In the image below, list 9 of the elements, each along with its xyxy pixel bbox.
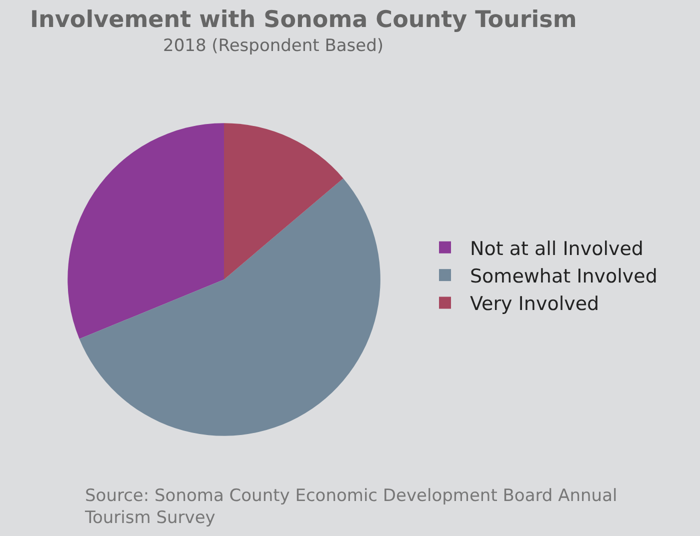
- legend-label: Not at all Involved: [470, 238, 644, 260]
- pie-slice: [79, 178, 380, 436]
- source-note: Source: Sonoma County Economic Development Board Annual Tourism Survey: [84, 486, 618, 528]
- pie-slice: [224, 123, 344, 280]
- pie-slice: [68, 123, 224, 339]
- chart-subtitle: 2018 (Respondent Based): [163, 36, 384, 56]
- chart-title: Involvement with Sonoma County Tourism: [30, 7, 577, 33]
- legend-label: Somewhat Involved: [470, 265, 658, 288]
- legend-label: Very Involved: [470, 293, 600, 316]
